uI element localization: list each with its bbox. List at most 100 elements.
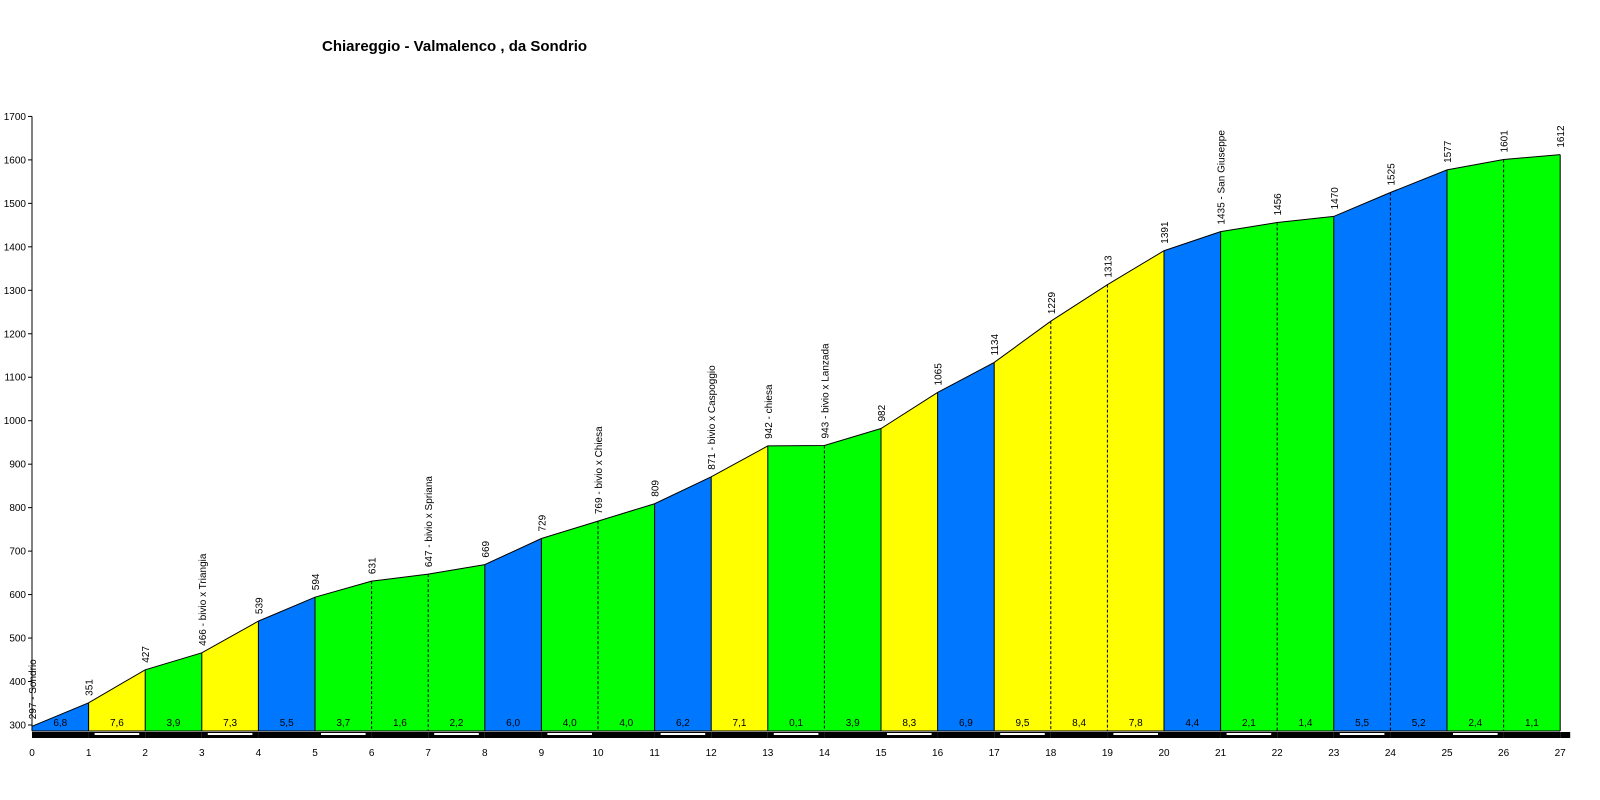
segment-grade-label: 7,3: [223, 718, 237, 729]
profile-segment: [1447, 159, 1504, 731]
segment-grade-label: 6,2: [676, 718, 690, 729]
profile-segment: [1390, 169, 1447, 731]
x-tick-label: 16: [932, 748, 944, 759]
profile-segment: [1107, 250, 1164, 731]
scale-bar-fill: [943, 733, 989, 735]
y-tick-label: 600: [9, 590, 26, 601]
point-elevation-label: 539: [254, 597, 265, 614]
point-elevation-label: 427: [141, 646, 152, 663]
profile-segment: [88, 669, 146, 731]
y-tick-label: 1700: [4, 112, 27, 123]
scale-bar-fill: [151, 733, 196, 735]
point-elevation-label: 1134: [990, 334, 1001, 356]
point-elevation-label: 1456: [1273, 193, 1284, 216]
segment-grade-label: 3,9: [846, 718, 860, 729]
segment-grade-label: 2,2: [450, 718, 464, 729]
profile-line: [31, 154, 1561, 727]
x-tick-label: 25: [1441, 748, 1453, 759]
segment-grade-label: 2,4: [1468, 718, 1482, 729]
profile-segment: [258, 597, 315, 731]
x-tick-label: 2: [142, 748, 148, 759]
profile-segment: [824, 428, 881, 731]
point-elevation-label: 631: [368, 557, 379, 574]
x-tick-label: 19: [1102, 748, 1114, 759]
point-elevation-label: 1391: [1160, 221, 1171, 244]
segment-grade-label: 4,4: [1185, 718, 1199, 729]
point-elevation-label: 1313: [1103, 255, 1114, 278]
x-tick-label: 13: [762, 748, 774, 759]
x-tick-label: 20: [1158, 748, 1170, 759]
point-elevation-label: 351: [85, 679, 96, 696]
scale-bar-fill: [830, 733, 875, 735]
x-tick-label: 18: [1045, 748, 1057, 759]
segment-grade-label: 0,1: [789, 718, 803, 729]
scale-bar-fill: [434, 733, 479, 735]
scale-bar-fill: [207, 733, 253, 735]
scale-bar-fill: [1056, 733, 1102, 735]
x-tick-label: 1: [86, 748, 92, 759]
profile-segment: [1503, 154, 1561, 732]
segment-grade-label: 8,4: [1072, 718, 1086, 729]
point-elevation-label: 297 - Sondrio: [28, 659, 39, 719]
scale-bar-fill: [604, 733, 649, 735]
point-elevation-label: 1601: [1500, 130, 1511, 153]
point-elevation-label: 1065: [934, 363, 945, 386]
profile-segment: [767, 445, 825, 731]
scale-bar-fill: [38, 733, 83, 735]
scale-bar-end: [1560, 732, 1571, 738]
segment-grade-label: 6,9: [959, 718, 973, 729]
point-elevation-label: 669: [481, 540, 492, 557]
y-tick-label: 1600: [4, 155, 27, 166]
scale-bar-fill: [1170, 733, 1215, 735]
segment-grade-label: 7,1: [733, 718, 747, 729]
profile-segment: [428, 564, 485, 731]
scale-bar-fill: [717, 733, 762, 735]
scale-bar-fill: [773, 733, 819, 735]
x-tick-label: 27: [1555, 748, 1567, 759]
x-tick-label: 11: [649, 748, 660, 759]
segment-grade-label: 3,7: [336, 718, 350, 729]
y-tick-label: 1400: [4, 242, 27, 253]
segment-grade-label: 6,0: [506, 718, 520, 729]
scale-bar-fill: [377, 733, 423, 735]
scale-bar-fill: [547, 733, 592, 735]
point-elevation-label: 943 - bivio x Lanzada: [820, 343, 831, 439]
point-elevation-label: 1577: [1443, 140, 1454, 163]
y-tick-label: 400: [9, 677, 26, 688]
point-elevation-label: 769 - bivio x Chiesa: [594, 426, 605, 514]
point-elevation-label: 1229: [1047, 291, 1058, 314]
y-tick-label: 900: [9, 460, 26, 471]
point-elevation-label: 1470: [1330, 187, 1341, 210]
profile-segment: [1050, 284, 1108, 731]
point-elevation-label: 1435 - San Giuseppe: [1217, 130, 1228, 225]
segment-grade-label: 5,2: [1412, 718, 1426, 729]
segment-grade-label: 2,1: [1242, 718, 1256, 729]
x-tick-label: 5: [312, 748, 318, 759]
point-elevation-label: 809: [651, 480, 662, 497]
x-tick-label: 15: [875, 748, 887, 759]
profile-segment: [994, 321, 1051, 731]
profile-segment: [32, 702, 89, 731]
segment-grade-label: 4,0: [619, 718, 633, 729]
profile-segment: [937, 362, 995, 731]
x-tick-label: 14: [819, 748, 831, 759]
x-tick-label: 26: [1498, 748, 1510, 759]
y-tick-label: 800: [9, 503, 26, 514]
y-tick-label: 1100: [4, 373, 26, 384]
y-tick-label: 1500: [4, 199, 27, 210]
segment-grade-label: 5,5: [280, 718, 294, 729]
scale-bar-fill: [94, 733, 140, 735]
segment-grade-label: 8,3: [902, 718, 916, 729]
scale-bar-fill: [1396, 733, 1441, 735]
x-tick-label: 21: [1215, 748, 1227, 759]
profile-segment: [598, 503, 655, 731]
x-tick-label: 6: [369, 748, 375, 759]
x-tick-label: 10: [592, 748, 604, 759]
profile-segment: [1277, 216, 1334, 731]
segment-grade-label: 5,5: [1355, 718, 1369, 729]
profile-segment: [711, 445, 768, 731]
scale-bar-fill: [1339, 733, 1385, 735]
point-elevation-label: 942 - chiesa: [764, 384, 775, 439]
profile-segment: [371, 574, 429, 731]
